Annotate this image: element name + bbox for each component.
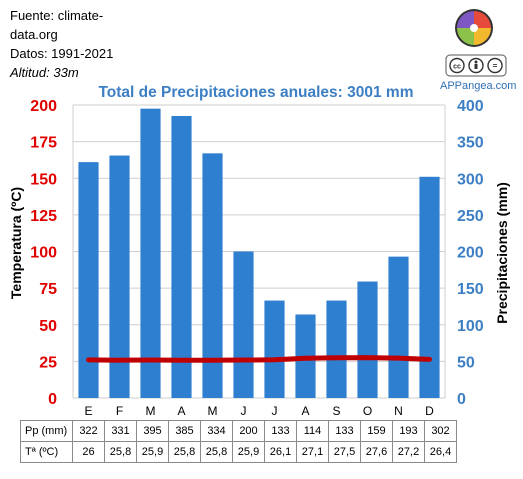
y-tick-label-left: 50 bbox=[39, 318, 57, 335]
table-cell: 159 bbox=[360, 420, 393, 442]
y-tick-label-right: 0 bbox=[457, 391, 466, 408]
x-tick-label: J bbox=[272, 404, 278, 418]
temperature-line bbox=[86, 355, 432, 363]
x-tick-label: A bbox=[177, 404, 185, 418]
x-tick-label: S bbox=[332, 404, 340, 418]
x-tick-label: D bbox=[425, 404, 434, 418]
table-cell: 25,9 bbox=[232, 441, 265, 463]
altitude: Altitud: 33m bbox=[10, 65, 79, 80]
y-tick-label-right: 150 bbox=[457, 281, 484, 298]
table-row-precip: Pp (mm) 322 331 395 385 334 200 133 114 … bbox=[20, 420, 457, 442]
precip-bar bbox=[264, 300, 285, 398]
y-tick-label-left: 100 bbox=[30, 245, 57, 262]
source-line: data.org bbox=[10, 27, 58, 42]
temperature-series bbox=[86, 355, 432, 363]
left-axis-ticks: 0 25 50 75 100 125 150 175 200 bbox=[30, 98, 57, 408]
brand-url: APPangea.com bbox=[440, 80, 517, 92]
x-tick-label: M bbox=[208, 404, 218, 418]
table-cell: 27,2 bbox=[392, 441, 425, 463]
y-tick-label-left: 75 bbox=[39, 281, 57, 298]
table-cell: 385 bbox=[168, 420, 201, 442]
y-tick-label-left: 175 bbox=[30, 135, 57, 152]
table-cell: 25,9 bbox=[136, 441, 169, 463]
y-tick-label-right: 100 bbox=[457, 318, 484, 335]
table-cell: 331 bbox=[104, 420, 137, 442]
table-cell: 302 bbox=[424, 420, 457, 442]
chart: Total de Precipitaciones anuales: 3001 m… bbox=[8, 84, 510, 418]
precip-bar bbox=[326, 300, 347, 398]
y-axis-label-right: Precipitaciones (mm) bbox=[494, 182, 510, 324]
table-cell: 26 bbox=[72, 441, 105, 463]
y-tick-label-right: 350 bbox=[457, 135, 484, 152]
source-info: Fuente: climate- data.org Datos: 1991-20… bbox=[10, 6, 113, 82]
table-cell: 334 bbox=[200, 420, 233, 442]
table-cell: 26,4 bbox=[424, 441, 457, 463]
precip-bar bbox=[357, 281, 378, 398]
precip-bar bbox=[202, 153, 223, 398]
table-cell: 395 bbox=[136, 420, 169, 442]
right-axis-ticks: 0 50 100 150 200 250 300 350 400 bbox=[457, 98, 484, 408]
precip-bar bbox=[388, 256, 409, 398]
table-cell: 25,8 bbox=[168, 441, 201, 463]
x-tick-label: O bbox=[363, 404, 372, 418]
y-tick-label-left: 200 bbox=[30, 98, 57, 115]
table-cell: 200 bbox=[232, 420, 265, 442]
y-tick-label-left: 25 bbox=[39, 354, 57, 371]
y-tick-label-left: 0 bbox=[48, 391, 57, 408]
table-cell: 26,1 bbox=[264, 441, 297, 463]
y-tick-label-right: 300 bbox=[457, 171, 484, 188]
x-tick-label: F bbox=[116, 404, 123, 418]
svg-text:cc: cc bbox=[453, 64, 461, 71]
table-cell: 133 bbox=[264, 420, 297, 442]
svg-text:=: = bbox=[493, 62, 498, 71]
y-tick-label-right: 400 bbox=[457, 98, 484, 115]
y-tick-label-left: 150 bbox=[30, 171, 57, 188]
y-tick-label-left: 125 bbox=[30, 208, 57, 225]
table-cell: 25,8 bbox=[104, 441, 137, 463]
table-cell: 133 bbox=[328, 420, 361, 442]
table-cell: 27,1 bbox=[296, 441, 329, 463]
data-period: Datos: 1991-2021 bbox=[10, 46, 114, 61]
row-label: Tª (ºC) bbox=[20, 441, 73, 463]
table-cell: 322 bbox=[72, 420, 105, 442]
x-tick-label: J bbox=[241, 404, 247, 418]
chart-title: Total de Precipitaciones anuales: 3001 m… bbox=[98, 84, 413, 101]
table-cell: 25,8 bbox=[200, 441, 233, 463]
appangea-logo-icon bbox=[455, 9, 493, 47]
data-table: Pp (mm) 322 331 395 385 334 200 133 114 … bbox=[20, 420, 457, 463]
table-cell: 193 bbox=[392, 420, 425, 442]
precip-bar bbox=[78, 162, 99, 398]
table-cell: 27,6 bbox=[360, 441, 393, 463]
brand-logo: cc = bbox=[445, 9, 507, 77]
y-tick-label-right: 250 bbox=[457, 208, 484, 225]
table-row-temp: Tª (ºC) 26 25,8 25,9 25,8 25,8 25,9 26,1… bbox=[20, 441, 457, 463]
precip-bar bbox=[233, 251, 254, 398]
y-tick-label-right: 50 bbox=[457, 354, 475, 371]
bars bbox=[78, 108, 440, 399]
grid bbox=[72, 104, 446, 399]
y-axis-label-left: Temperatura (ºC) bbox=[8, 187, 24, 299]
precip-bar bbox=[140, 108, 161, 398]
x-tick-label: E bbox=[84, 404, 92, 418]
x-tick-label: N bbox=[394, 404, 403, 418]
row-label: Pp (mm) bbox=[20, 420, 73, 442]
x-tick-label: M bbox=[146, 404, 156, 418]
precip-bar bbox=[419, 176, 440, 398]
cc-license-icon: cc = bbox=[445, 54, 507, 77]
x-tick-label: A bbox=[301, 404, 309, 418]
table-cell: 27,5 bbox=[328, 441, 361, 463]
y-tick-label-right: 200 bbox=[457, 245, 484, 262]
table-cell: 114 bbox=[296, 420, 329, 442]
source-line: Fuente: climate- bbox=[10, 8, 104, 23]
precip-bar bbox=[109, 155, 130, 398]
precip-bar bbox=[171, 115, 192, 399]
